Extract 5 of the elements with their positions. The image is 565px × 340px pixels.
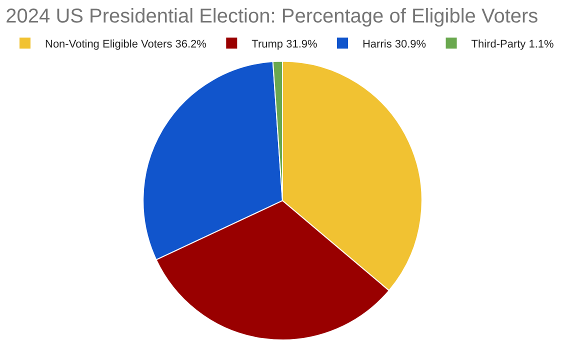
legend-label: Trump 31.9% <box>252 38 318 50</box>
legend-label: Third-Party 1.1% <box>471 38 554 50</box>
legend-label: Harris 30.9% <box>362 38 426 50</box>
chart-title: 2024 US Presidential Election: Percentage of Eligible Voters <box>6 5 538 28</box>
legend-label: Non-Voting Eligible Voters 36.2% <box>45 38 207 50</box>
